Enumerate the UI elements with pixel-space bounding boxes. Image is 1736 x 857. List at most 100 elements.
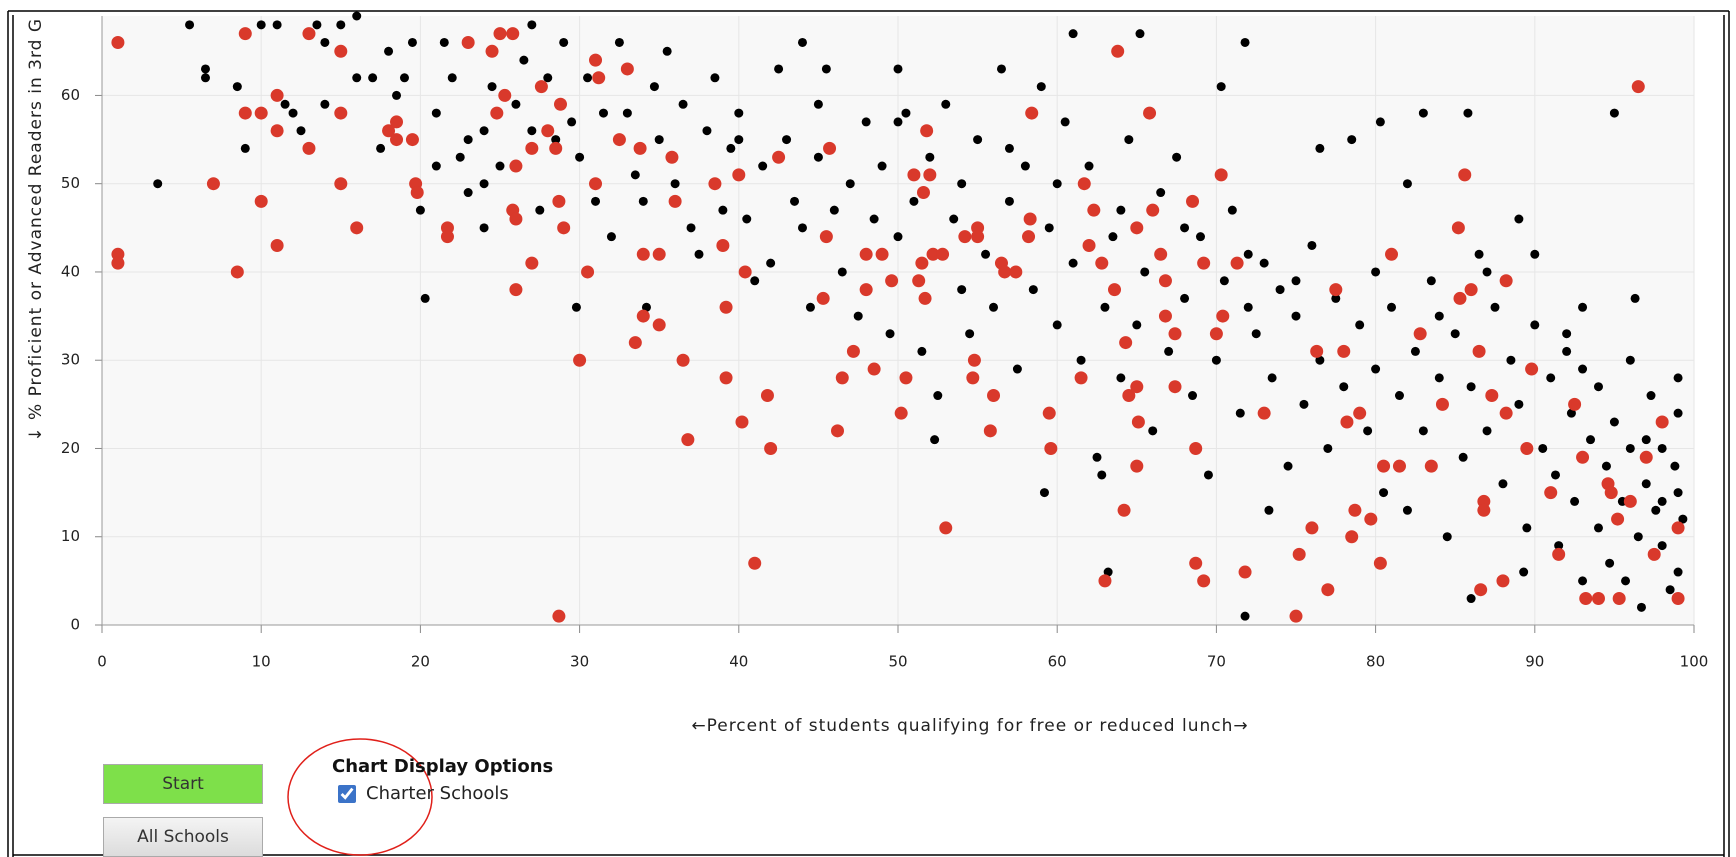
data-point bbox=[885, 274, 899, 288]
start-button[interactable]: Start bbox=[103, 764, 263, 804]
data-point bbox=[1544, 486, 1558, 500]
data-point bbox=[598, 108, 608, 118]
data-point bbox=[1426, 276, 1436, 286]
data-point bbox=[1371, 364, 1381, 374]
data-point bbox=[591, 196, 601, 206]
data-point bbox=[1257, 406, 1271, 420]
charter-checkbox[interactable] bbox=[338, 784, 356, 803]
all-schools-button[interactable]: All Schools bbox=[103, 817, 263, 857]
data-point bbox=[1485, 389, 1499, 403]
data-point bbox=[1060, 117, 1070, 127]
data-point bbox=[1291, 276, 1301, 286]
data-point bbox=[1267, 373, 1277, 383]
data-point bbox=[1116, 205, 1126, 215]
data-point bbox=[1538, 443, 1548, 453]
data-point bbox=[1673, 488, 1683, 498]
data-point bbox=[368, 73, 378, 83]
data-point bbox=[1240, 37, 1250, 47]
data-point bbox=[1340, 415, 1354, 429]
data-point bbox=[1039, 488, 1049, 498]
data-point bbox=[1305, 521, 1319, 535]
data-point bbox=[636, 247, 650, 261]
data-point bbox=[1103, 567, 1113, 577]
data-point bbox=[256, 20, 266, 30]
data-point bbox=[1264, 505, 1274, 515]
data-point bbox=[206, 177, 220, 191]
data-point bbox=[1424, 459, 1438, 473]
data-point bbox=[641, 302, 651, 312]
data-point bbox=[1673, 408, 1683, 418]
data-point bbox=[1566, 408, 1576, 418]
data-point bbox=[420, 293, 430, 303]
data-point bbox=[1122, 389, 1136, 403]
data-point bbox=[1482, 267, 1492, 277]
data-point bbox=[1570, 496, 1580, 506]
data-point bbox=[1347, 135, 1357, 145]
data-point bbox=[726, 143, 736, 153]
data-point bbox=[527, 20, 537, 30]
data-point bbox=[399, 73, 409, 83]
data-point bbox=[1259, 258, 1269, 268]
data-point bbox=[1482, 426, 1492, 436]
data-point bbox=[111, 35, 125, 49]
data-point bbox=[1463, 108, 1473, 118]
data-point bbox=[567, 117, 577, 127]
data-point bbox=[649, 82, 659, 92]
data-point bbox=[1519, 567, 1529, 577]
data-point bbox=[240, 143, 250, 153]
data-point bbox=[628, 336, 642, 350]
charter-label[interactable]: Charter Schools bbox=[366, 783, 509, 804]
data-point bbox=[1605, 558, 1615, 568]
data-point bbox=[893, 232, 903, 242]
data-point bbox=[1098, 574, 1112, 588]
data-point bbox=[966, 371, 980, 385]
data-point bbox=[1671, 592, 1685, 606]
data-point bbox=[958, 230, 972, 244]
data-point bbox=[1578, 302, 1588, 312]
data-point bbox=[1243, 302, 1253, 312]
data-point bbox=[702, 126, 712, 136]
data-point bbox=[1339, 382, 1349, 392]
data-point bbox=[734, 135, 744, 145]
frame bbox=[7, 10, 1730, 857]
data-point bbox=[1609, 417, 1619, 427]
data-point bbox=[1657, 541, 1667, 551]
data-point bbox=[1646, 391, 1656, 401]
data-point bbox=[1131, 415, 1145, 429]
data-point bbox=[350, 221, 364, 235]
data-point bbox=[1315, 143, 1325, 153]
data-point bbox=[797, 223, 807, 233]
data-point bbox=[877, 161, 887, 171]
data-point bbox=[1641, 479, 1651, 489]
data-point bbox=[230, 265, 244, 279]
data-point bbox=[1023, 212, 1037, 226]
data-point bbox=[111, 256, 125, 270]
data-point bbox=[1657, 443, 1667, 453]
data-point bbox=[1498, 479, 1508, 489]
data-point bbox=[447, 73, 457, 83]
data-point bbox=[760, 389, 774, 403]
data-point bbox=[384, 46, 394, 56]
data-point bbox=[557, 221, 571, 235]
data-point bbox=[589, 53, 603, 67]
data-point bbox=[797, 37, 807, 47]
data-point bbox=[758, 161, 768, 171]
data-point bbox=[1451, 221, 1465, 235]
data-point bbox=[764, 441, 778, 455]
data-point bbox=[981, 249, 991, 259]
data-point bbox=[1458, 168, 1472, 182]
data-point bbox=[662, 46, 672, 56]
data-point bbox=[1251, 329, 1261, 339]
data-point bbox=[1156, 188, 1166, 198]
data-point bbox=[933, 391, 943, 401]
data-point bbox=[1550, 470, 1560, 480]
data-point bbox=[559, 37, 569, 47]
data-point bbox=[1087, 203, 1101, 217]
data-point bbox=[1671, 521, 1685, 535]
data-point bbox=[1164, 346, 1174, 356]
data-point bbox=[302, 141, 316, 155]
data-point bbox=[1154, 247, 1168, 261]
data-point bbox=[1130, 221, 1144, 235]
data-point bbox=[1243, 249, 1253, 259]
